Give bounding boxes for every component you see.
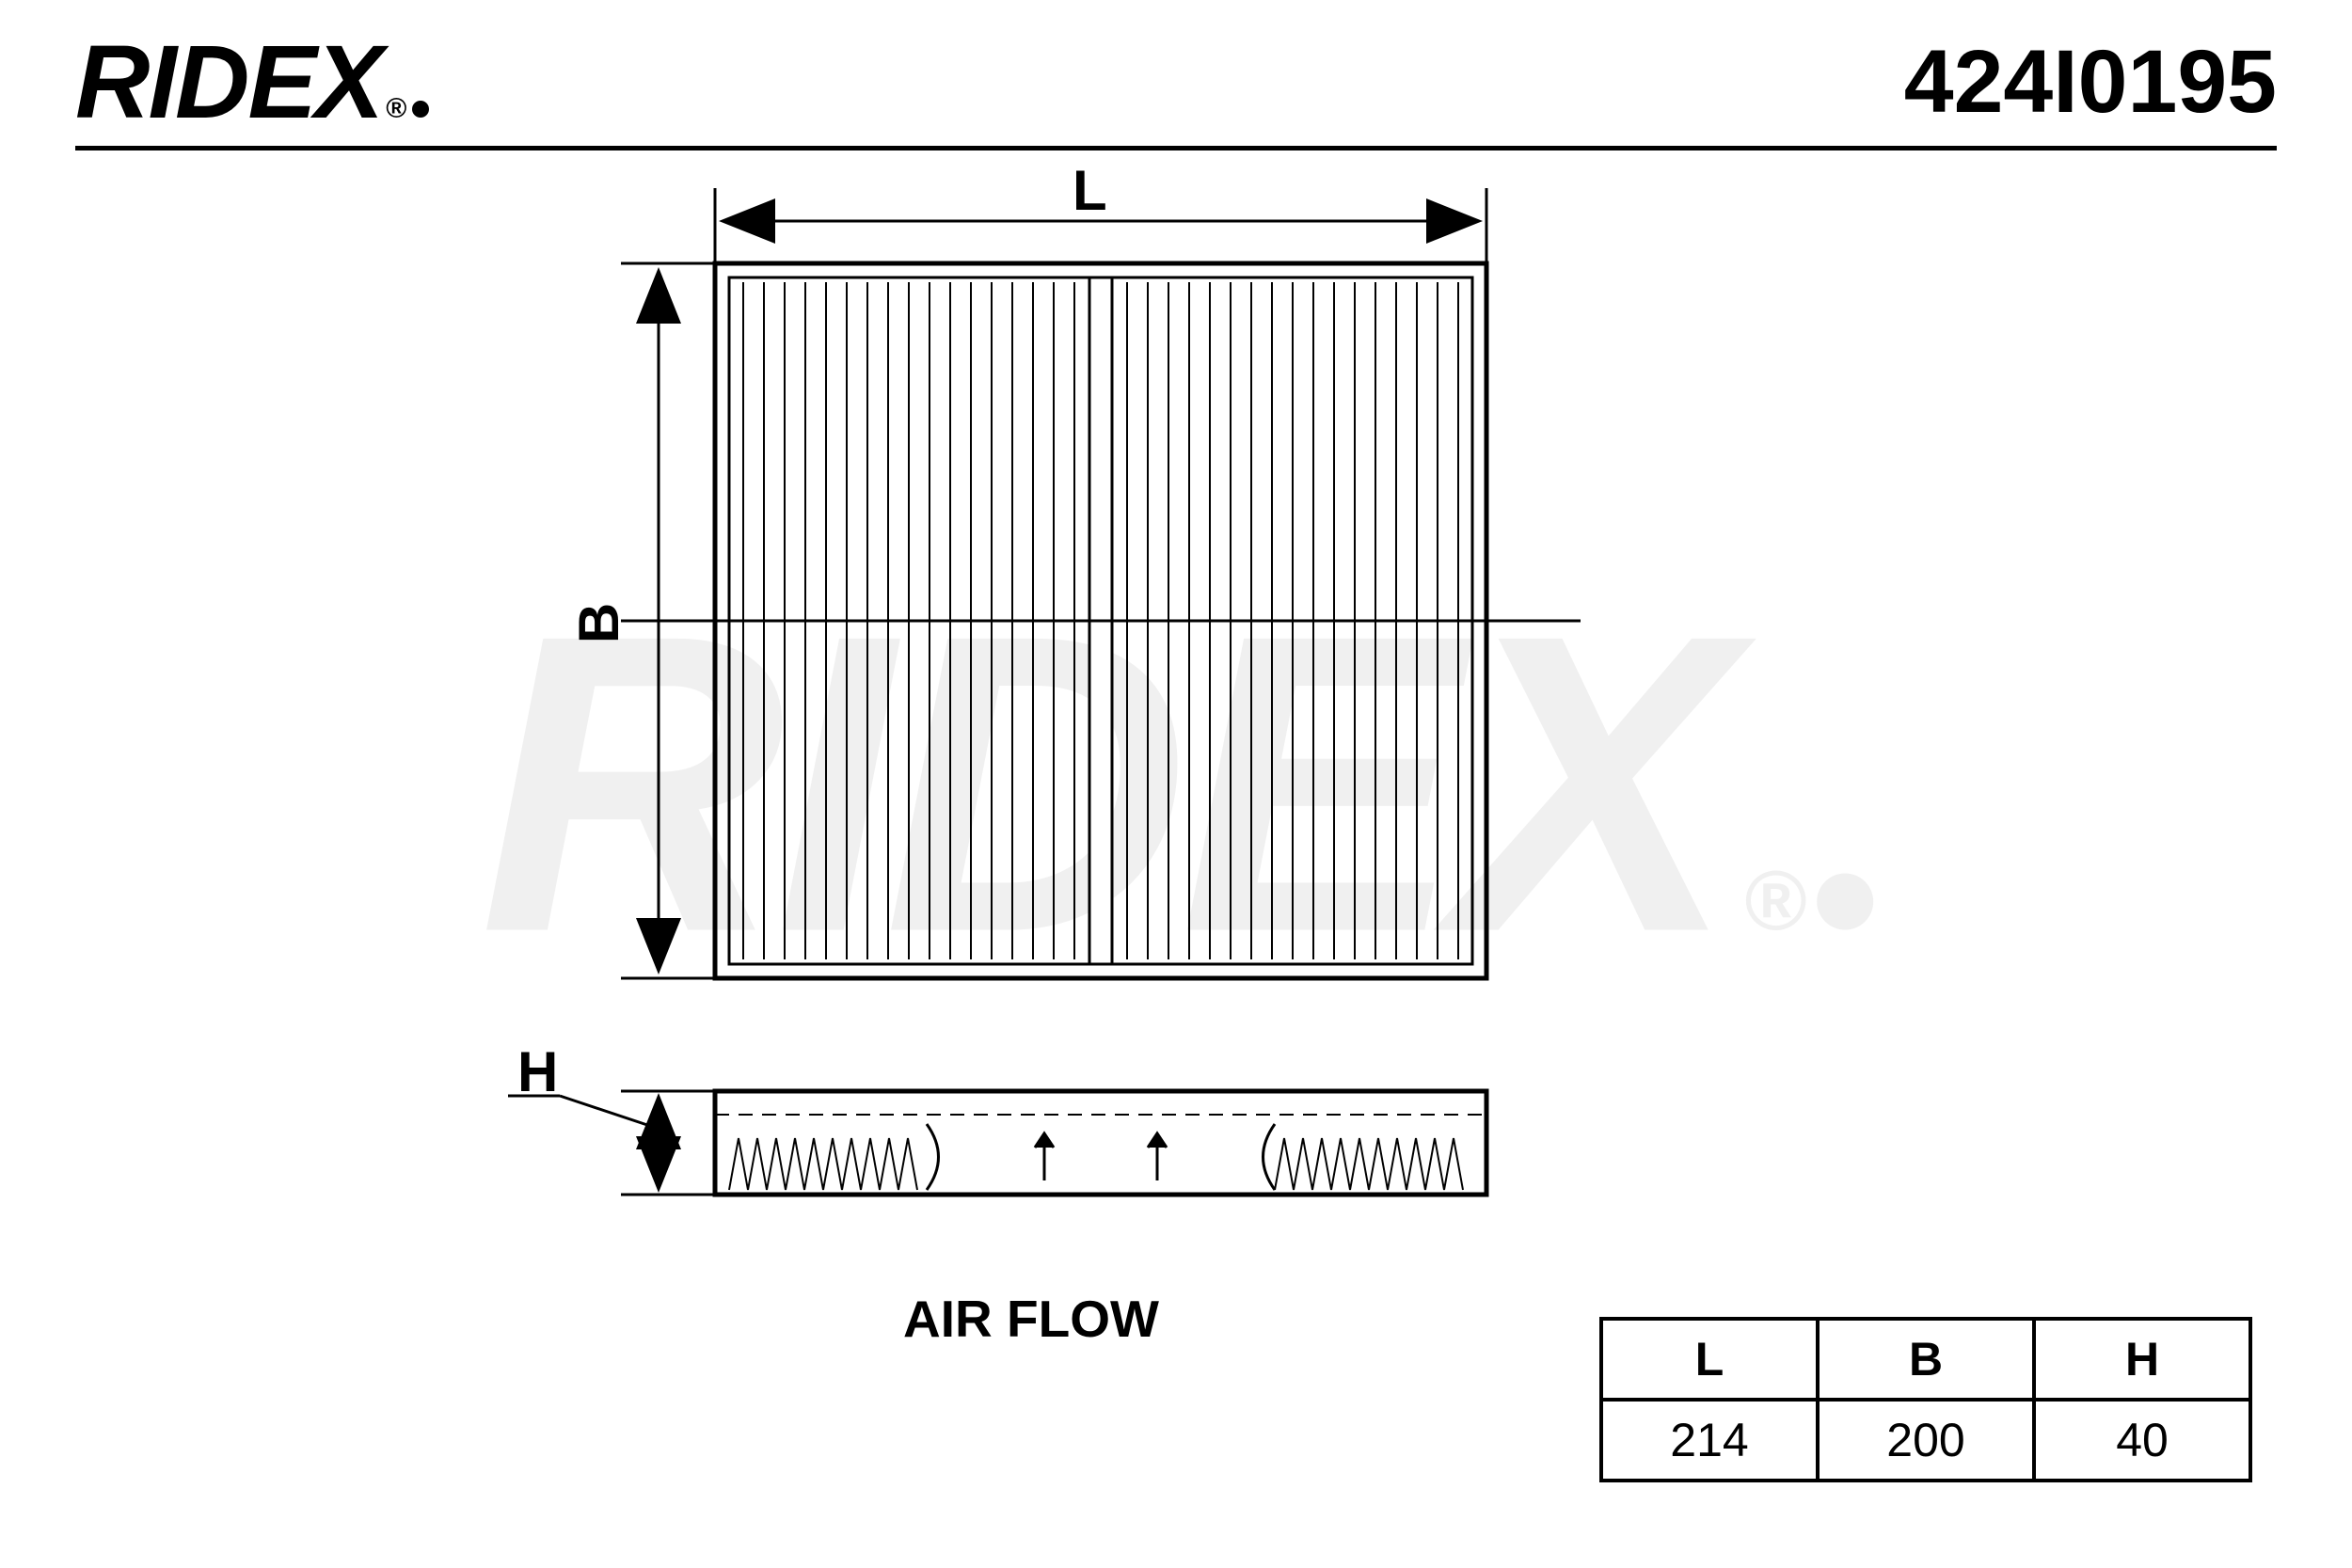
- dimension-H: [508, 1091, 715, 1195]
- dimension-L: [715, 188, 1486, 263]
- top-view: [621, 263, 1581, 978]
- technical-drawing: [0, 0, 2352, 1568]
- side-view: [715, 1091, 1486, 1195]
